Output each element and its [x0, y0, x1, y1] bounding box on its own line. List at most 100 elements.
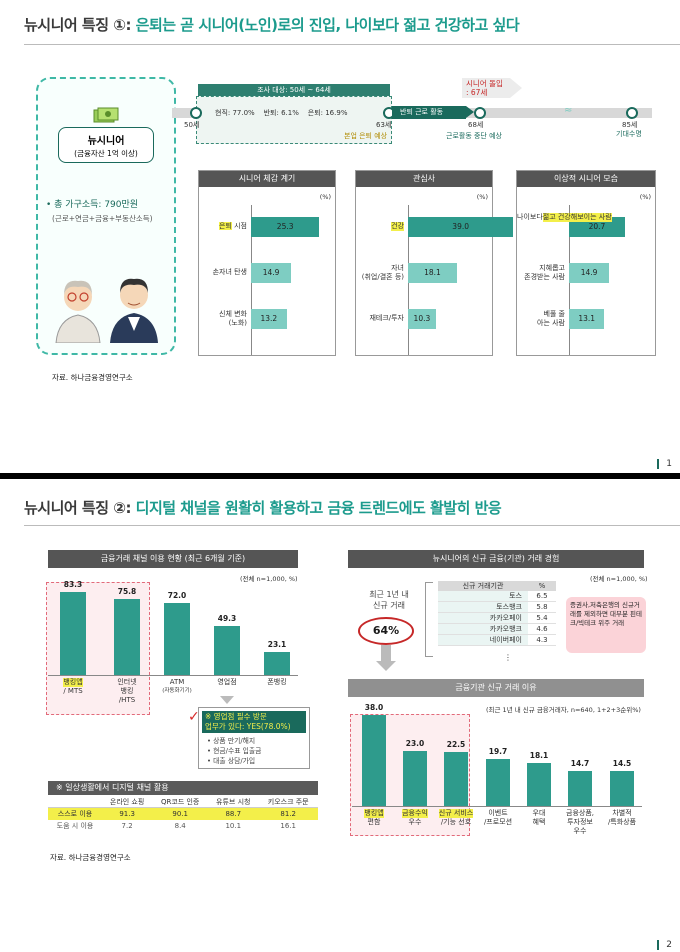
reason-bar [444, 752, 468, 806]
bar-value-label: 38.0 [364, 702, 384, 712]
down-arrow-icon [376, 661, 396, 671]
channel-usage-header: 금융거래 채널 이용 현황 (최근 6개월 기준) [48, 550, 298, 568]
page-marker [657, 459, 659, 469]
slide-1: 뉴시니어 특징 ①: 은퇴는 곧 시니어(노인)로의 진입, 나이보다 젊고 건… [0, 0, 680, 473]
reason-bar [568, 770, 592, 806]
digital-usage-title: ※ 일상생활에서 디지털 채널 활용 [48, 781, 318, 795]
reason-label: 신규 서비스/기능 선호 [438, 809, 474, 826]
reason-bar [527, 762, 551, 806]
panel-header: 이상적 시니어 모습 [517, 171, 655, 187]
bar-value-label: 49.3 [217, 613, 237, 623]
income-text: • 총 가구소득: 790만원 [46, 200, 139, 210]
more-dots: ⋮ [504, 653, 512, 662]
row-label: 재테크/투자 [369, 314, 404, 322]
page-marker [657, 940, 659, 950]
reason-bar [362, 714, 386, 806]
row-label: 건강 [391, 222, 404, 231]
new-transaction-circle: 64% [358, 617, 414, 645]
reason-label: 우대 혜택 [532, 809, 546, 826]
bar-value-label: 18.1 [529, 750, 549, 760]
bar [569, 263, 610, 283]
bar [408, 217, 514, 237]
table-row: 토스 6.5 [438, 591, 556, 602]
bar-value-label: 13.2 [260, 314, 278, 323]
channel-label: 인터넷 뱅킹/HTS [117, 678, 137, 704]
reason-bar [486, 758, 510, 806]
down-arrow-icon [220, 696, 234, 704]
profile-subtitle: (금융자산 1억 이상) [74, 149, 138, 158]
reason-label: 이벤트/프로모션 [483, 809, 513, 826]
new-finance-unit: (전체 n=1,000, %) [590, 575, 648, 583]
bar-value-label: 25.3 [276, 222, 294, 231]
branch-visit-list: • 상품 만기/해지 • 현금/수표 입출금 • 대출 상담/가입 [207, 737, 262, 765]
slide-title: 뉴시니어 특징 ②: 디지털 채널을 원활히 활용하고 금융 트렌드에도 활발히… [24, 497, 502, 518]
bracket [425, 582, 433, 657]
bar-value-label: 83.3 [63, 579, 83, 589]
reason-label: 금융상품, 투자정보 우수 [566, 809, 594, 835]
row-label: 자녀 (취업/결혼 등) [361, 264, 404, 281]
title-prefix: 뉴시니어 특징 ①: [24, 16, 131, 34]
bar-value-label: 72.0 [167, 591, 187, 600]
bar-value-label: 23.1 [267, 639, 287, 649]
channel-bar [214, 625, 240, 675]
row-label: 은퇴 시점 [219, 222, 247, 230]
bar [569, 217, 625, 237]
col-header: 유튜브 시청 [216, 798, 251, 806]
title-main: 디지털 채널을 원활히 활용하고 금융 트렌드에도 활발히 반응 [130, 499, 502, 517]
bar-value-label: 20.7 [588, 222, 606, 231]
survey-panel: 시니어 체감 계기 (%) 25.3 은퇴 시점 14.9 손자녀 탄생 13.2 신체 변화… [198, 170, 336, 356]
page-number: 2 [666, 940, 672, 950]
table-row: 카카오뱅크 4.6 [438, 623, 556, 635]
channel-label: 폰뱅킹 [267, 678, 287, 686]
channel-bar [164, 603, 190, 675]
row-label: 나이보다젊고 건강해보이는 사람 [517, 213, 612, 222]
bar-value-label: 13.1 [578, 314, 596, 323]
reason-bar [403, 750, 427, 806]
page-number: 1 [666, 459, 672, 469]
table-header-row: 온라인 쇼핑 QR코드 인증 유튜브 시청 키오스크 주문 [48, 797, 318, 808]
reason-header: 금융기관 신규 거래 이유 [348, 679, 644, 697]
reason-label: 뱅킹앱 편함 [364, 809, 384, 826]
age-68-label: 68세 [468, 121, 484, 129]
channel-label: ATM (자동화기기) [162, 678, 192, 694]
slide-title: 뉴시니어 특징 ①: 은퇴는 곧 시니어(노인)로의 진입, 나이보다 젊고 건… [24, 14, 520, 35]
title-main: 은퇴는 곧 시니어(노인)로의 진입, 나이보다 젊고 건강하고 싶다 [130, 16, 520, 34]
source-note: 자료. 하나금융경영연구소 [52, 373, 133, 382]
title-divider [24, 525, 680, 526]
money-icon [92, 107, 120, 125]
survey-panel: 이상적 시니어 모습 (%) 20.7 나이보다젊고 건강해보이는 사람 14.9 지혜롭… [516, 170, 656, 356]
bar [251, 217, 320, 237]
bar [251, 263, 292, 283]
retire-expected-label: 본업 은퇴 예상 [344, 132, 388, 140]
profile-name: 뉴시니어 [87, 136, 125, 147]
col-header: QR코드 인증 [161, 798, 200, 806]
bar [569, 309, 605, 329]
title-prefix: 뉴시니어 특징 ②: [24, 499, 131, 517]
row-label: 손자녀 탄생 [212, 268, 247, 276]
channel-unit: (전체 n=1,000, %) [240, 575, 298, 583]
institution-table: 신규 거래기관 % 토스 6.5 토스뱅크 5.8 카카오페이 5.4 카카오뱅크 4.6 네이… [438, 581, 556, 646]
panel-unit: (%) [639, 193, 651, 201]
slide-2: 뉴시니어 특징 ②: 디지털 채널을 원활히 활용하고 금융 트렌드에도 활발히… [0, 479, 680, 952]
bar-value-label: 14.5 [612, 759, 632, 769]
branch-visit-box: ※ 영업점 필수 방문 업무가 있다: YES(78.0%) • 상품 만기/해지… [198, 707, 310, 769]
reason-label: 금융수익 우수 [402, 809, 428, 826]
checkmark-icon: ✓ [188, 709, 200, 725]
survey-panel: 관심사 (%) 39.0 건강 18.1 자녀 (취업/결혼 등) 10.3 재테크/투자 [355, 170, 514, 356]
table-row: 카카오페이 5.4 [438, 612, 556, 624]
col-header: 온라인 쇼핑 [109, 798, 145, 806]
stop-work-label: 근로활동 중단 예상 [446, 132, 502, 140]
semi-retire-arrow [466, 106, 474, 118]
bar-value-label: 18.1 [424, 268, 441, 277]
profile-card: 뉴시니어 (금융자산 1억 이상) • 총 가구소득: 790만원 (근로+연금… [36, 77, 176, 355]
fintech-note: 증권사,저축은행의 신규거래를 제외하면 대부분 핀테크/빅테크 위주 거래 [566, 597, 646, 653]
bar-value-label: 19.7 [488, 746, 508, 756]
panel-unit: (%) [319, 193, 331, 201]
life-expect-label: 기대수명 [616, 130, 642, 138]
age-63-label: 63세 [376, 121, 392, 129]
survey-range-box [196, 96, 392, 144]
bar-value-label: 23.0 [405, 738, 425, 748]
reason-unit: (최근 1년 내 신규 금융거래자, n=640, 1+2+3순위%) [486, 706, 641, 714]
bar-value-label: 14.7 [570, 758, 590, 768]
table-header-row: 신규 거래기관 % [438, 581, 556, 591]
